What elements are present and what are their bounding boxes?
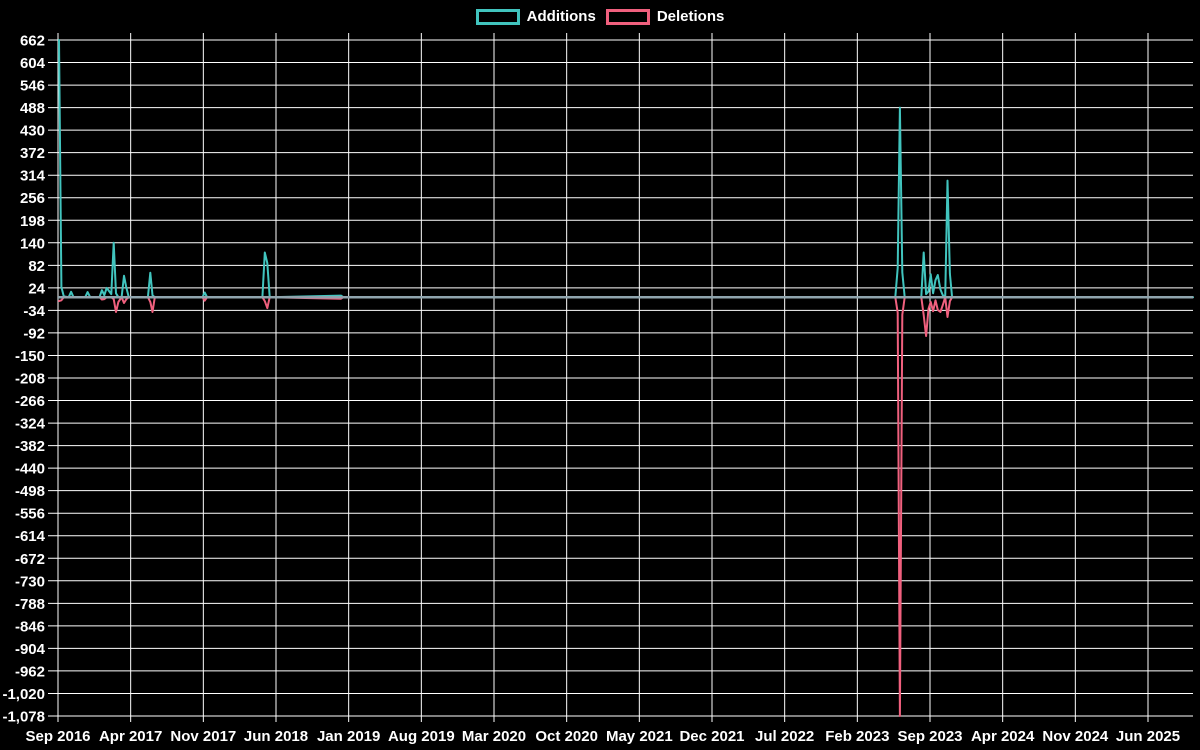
x-tick-label: Dec 2021 [679,728,744,745]
y-tick-label: -672 [15,551,45,568]
y-tick-label: -150 [15,348,45,365]
y-tick-label: -1,020 [2,686,45,703]
y-tick-label: 430 [20,123,45,140]
y-tick-label: 604 [20,55,46,72]
x-tick-label: Apr 2024 [971,728,1035,745]
x-tick-label: Sep 2023 [897,728,962,745]
y-tick-label: 662 [20,33,45,50]
y-tick-label: -92 [23,325,45,342]
y-tick-label: 372 [20,145,45,162]
y-tick-label: -904 [15,641,46,658]
y-tick-label: -556 [15,506,45,523]
y-tick-label: -382 [15,438,45,455]
x-tick-label: Aug 2019 [388,728,455,745]
chart-legend: Additions Deletions [0,8,1200,25]
deletions-swatch-icon [605,8,650,25]
x-tick-label: Nov 2024 [1042,728,1109,745]
x-tick-label: Jun 2018 [244,728,308,745]
y-tick-label: 546 [20,78,45,95]
deletions-line [58,296,1194,717]
y-tick-label: -788 [15,596,45,613]
x-tick-label: Jun 2025 [1116,728,1180,745]
y-tick-label: -846 [15,618,45,635]
legend-item-deletions[interactable]: Deletions [605,8,725,25]
y-tick-label: -730 [15,573,45,590]
additions-line [58,39,1194,299]
x-tick-label: Jul 2022 [755,728,814,745]
y-tick-label: -324 [15,416,46,433]
y-tick-label: -498 [15,483,45,500]
y-tick-label: 256 [20,190,45,207]
x-tick-label: Apr 2017 [99,728,162,745]
y-tick-label: -440 [15,461,45,478]
legend-label-deletions: Deletions [656,8,725,25]
x-tick-label: Mar 2020 [462,728,526,745]
y-tick-label: -1,078 [2,709,45,726]
y-tick-label: -34 [23,303,45,320]
y-tick-label: -962 [15,663,45,680]
additions-swatch-icon [475,8,520,25]
legend-label-additions: Additions [526,8,596,25]
legend-item-additions[interactable]: Additions [475,8,596,25]
x-tick-label: Nov 2017 [170,728,236,745]
y-tick-label: -614 [15,528,46,545]
x-tick-label: May 2021 [606,728,673,745]
y-tick-label: 82 [28,258,45,275]
y-tick-label: -208 [15,371,45,388]
y-tick-label: -266 [15,393,45,410]
y-tick-label: 198 [20,213,45,230]
x-tick-label: Oct 2020 [535,728,598,745]
x-tick-label: Feb 2023 [825,728,889,745]
y-tick-label: 140 [20,235,45,252]
x-tick-label: Sep 2016 [25,728,90,745]
x-tick-label: Jan 2019 [317,728,380,745]
y-tick-label: 314 [20,168,46,185]
y-tick-label: 24 [28,280,45,297]
y-tick-label: 488 [20,100,45,117]
